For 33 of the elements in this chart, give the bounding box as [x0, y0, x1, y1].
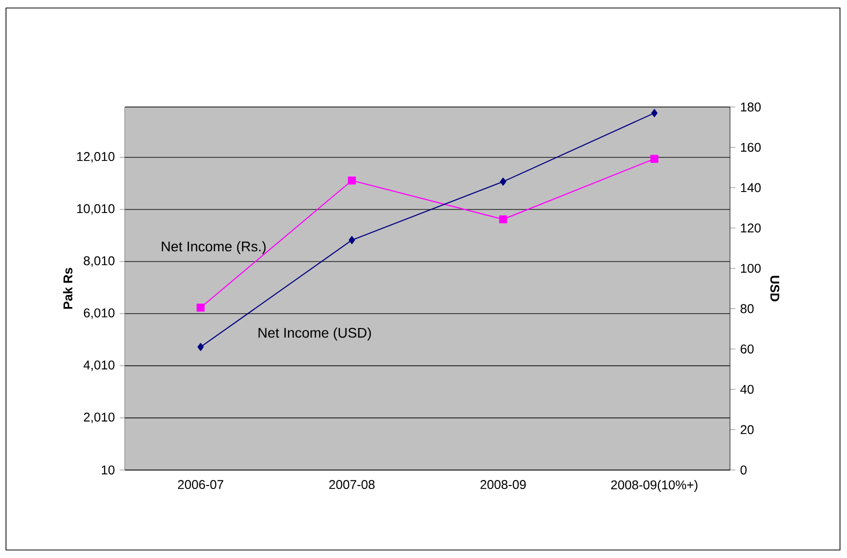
- point: [196, 304, 205, 312]
- y-tick-label: 4,010: [84, 360, 114, 372]
- y2-axis-title: USD: [770, 276, 780, 302]
- y-tick-label: 2,010: [84, 412, 114, 424]
- point: [499, 215, 508, 224]
- point: [651, 109, 658, 118]
- point: [348, 176, 356, 184]
- series-label: Net Income (Rs.): [162, 241, 266, 254]
- point: [197, 342, 204, 351]
- y-tick-label: 10,010: [77, 204, 114, 215]
- y2-tick-label: 140: [741, 183, 761, 192]
- y2-tick-label: 120: [741, 224, 761, 232]
- y-tick-label: 6,010: [84, 308, 114, 319]
- y-tick-label: 8,010: [84, 256, 114, 267]
- y-tick-label: 12,010: [77, 152, 114, 163]
- y2-tick-label: 80: [740, 304, 754, 314]
- y2-tick-label: 20: [740, 425, 754, 434]
- y2-tick-label: 40: [740, 384, 754, 394]
- y-axis-title: Pak Rs: [63, 268, 72, 309]
- y-tick-label: 10: [102, 466, 114, 474]
- x-tick-label: 2007-08: [329, 480, 375, 490]
- y2-tick-label: 60: [740, 344, 754, 354]
- point: [650, 154, 658, 163]
- y2-tick-label: 100: [741, 264, 761, 273]
- x-tick-label: 2008-09: [480, 480, 526, 490]
- point: [348, 236, 356, 244]
- x-tick-label: 2006-07: [178, 480, 224, 490]
- point: [500, 178, 506, 186]
- x-tick-label: 2008-09(10%+): [611, 480, 698, 492]
- y2-tick-label: 180: [741, 102, 761, 112]
- y2-tick-label: 160: [741, 142, 761, 152]
- series-label: Net Income (USD): [258, 327, 371, 341]
- y2-tick-label: 0: [740, 466, 747, 474]
